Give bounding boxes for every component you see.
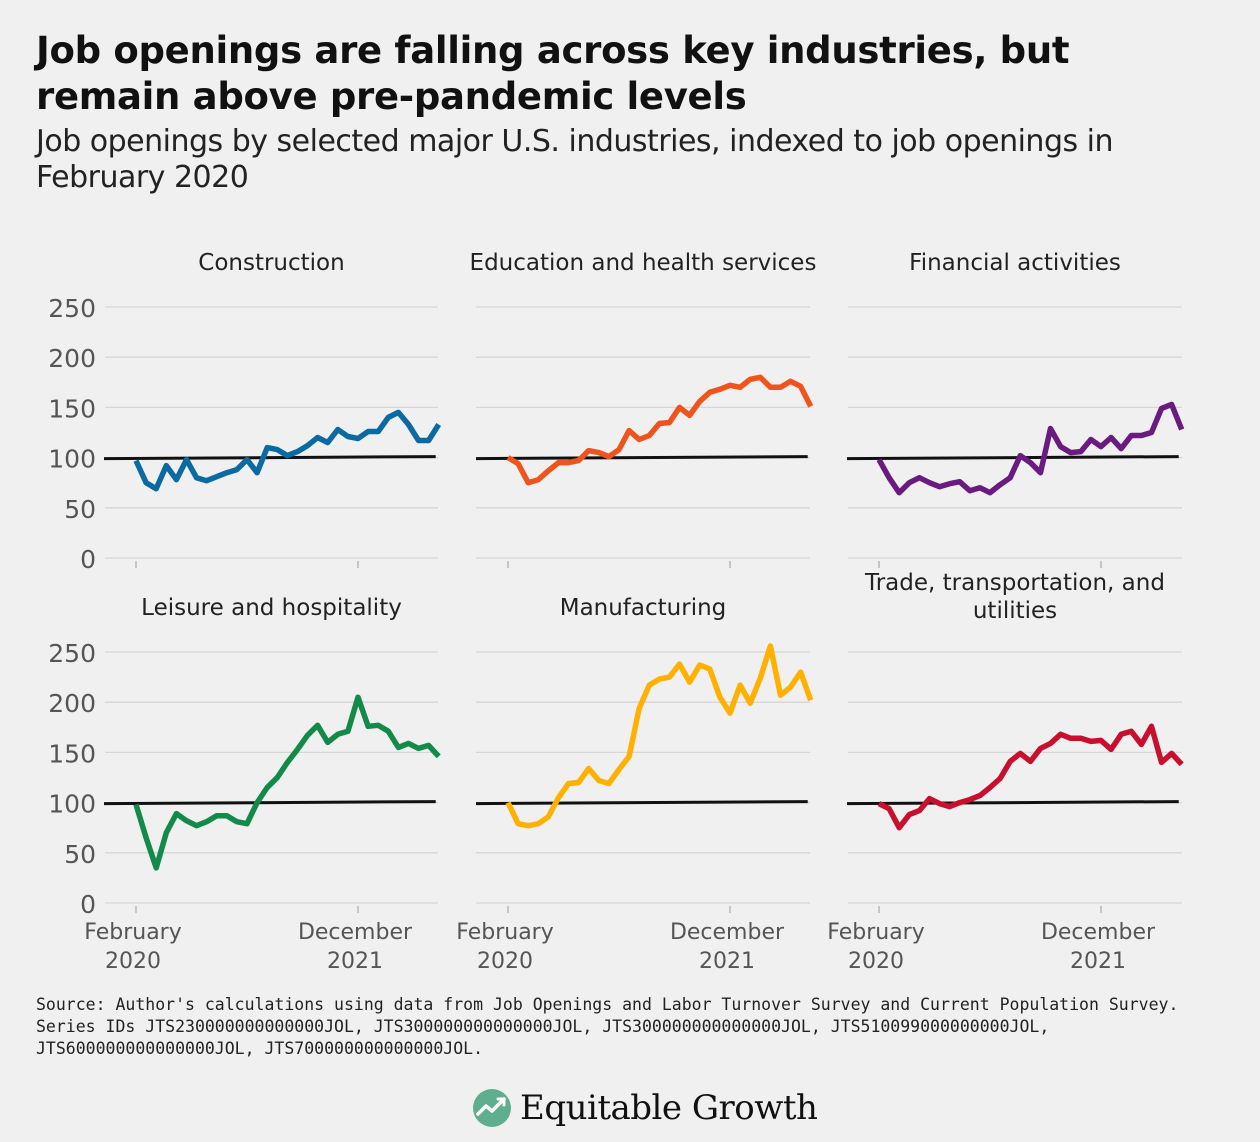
baseline-line bbox=[475, 455, 808, 461]
brand-logo: Equitable Growth bbox=[472, 1084, 818, 1132]
chart-panel: 0 50 100 150 200 250 February 2020 December 2021 L… bbox=[48, 595, 441, 974]
chart-panel: February 2020 December 2021 Manufacturing bbox=[456, 595, 814, 974]
x-tick-label: February bbox=[456, 920, 554, 945]
baseline-line bbox=[846, 455, 1179, 461]
panel-title: Education and health services bbox=[470, 250, 817, 276]
series-line bbox=[505, 643, 814, 829]
baseline-line bbox=[103, 455, 436, 461]
panel-title: Manufacturing bbox=[560, 595, 727, 621]
y-tick-label: 100 bbox=[48, 445, 96, 474]
chart-panel: Financial activities bbox=[846, 250, 1185, 568]
series-line bbox=[876, 401, 1185, 496]
baseline-line bbox=[475, 800, 808, 806]
x-tick-label: December bbox=[1041, 920, 1156, 945]
x-tick-label: 2021 bbox=[327, 949, 383, 974]
series-line bbox=[506, 374, 814, 486]
y-tick-label: 200 bbox=[48, 344, 96, 373]
y-tick-label: 0 bbox=[80, 545, 96, 574]
x-tick-label: February bbox=[827, 920, 925, 945]
y-tick-label: 250 bbox=[48, 294, 96, 323]
x-tick-label: 2020 bbox=[105, 949, 161, 974]
chart-title: Job openings are falling across key indu… bbox=[36, 29, 1070, 118]
panel-title: Leisure and hospitality bbox=[141, 595, 402, 621]
x-tick-label: February bbox=[84, 920, 182, 945]
x-tick-label: 2020 bbox=[848, 949, 904, 974]
y-tick-label: 150 bbox=[48, 394, 96, 423]
x-tick-label: December bbox=[298, 920, 413, 945]
chart-panel: 0 50 100 150 200 250 Construction bbox=[48, 250, 442, 574]
y-tick-label: 50 bbox=[64, 840, 96, 869]
x-tick-label: 2021 bbox=[699, 949, 755, 974]
panel-title: utilities bbox=[973, 598, 1057, 624]
y-tick-label: 200 bbox=[48, 689, 96, 718]
chart-panel: Education and health services bbox=[470, 250, 817, 568]
y-tick-label: 100 bbox=[48, 790, 96, 819]
baseline-line bbox=[103, 800, 436, 806]
equitable-growth-logo-icon bbox=[473, 1089, 511, 1127]
baseline-line bbox=[846, 800, 1179, 806]
panel-title: Financial activities bbox=[909, 250, 1121, 276]
series-line bbox=[133, 409, 442, 492]
chart-panel: February 2020 December 2021 Trade, transport… bbox=[827, 570, 1184, 974]
y-tick-label: 0 bbox=[80, 890, 96, 919]
y-tick-label: 150 bbox=[48, 739, 96, 768]
panel-title: Construction bbox=[198, 250, 344, 276]
y-tick-label: 50 bbox=[64, 495, 96, 524]
brand-name: Equitable Growth bbox=[520, 1088, 818, 1128]
y-tick-label: 250 bbox=[48, 639, 96, 668]
panel-title: Trade, transportation, and bbox=[864, 570, 1165, 596]
x-tick-label: 2020 bbox=[477, 949, 533, 974]
series-line bbox=[133, 694, 441, 871]
chart-subtitle: Job openings by selected major U.S. indu… bbox=[36, 124, 1114, 195]
x-tick-label: 2021 bbox=[1070, 949, 1126, 974]
source-note: Source: Author's calculations using data… bbox=[36, 995, 1179, 1058]
x-tick-label: December bbox=[670, 920, 785, 945]
series-line bbox=[877, 723, 1184, 831]
